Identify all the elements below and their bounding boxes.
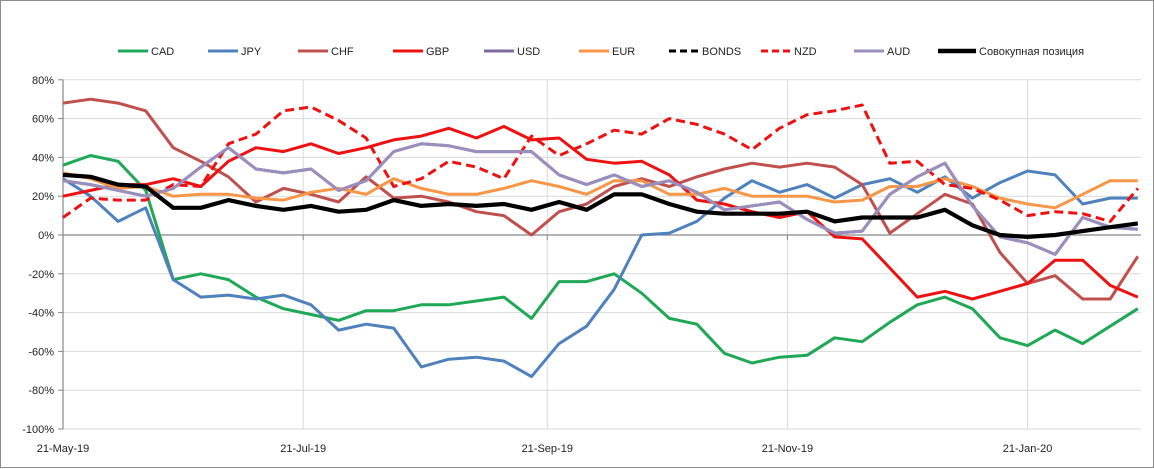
legend-item: NZD — [761, 46, 817, 58]
y-axis-tick-labels: 80% 60% 40% 20% 0% -20% -40% -60% -80% -100% — [22, 75, 54, 436]
series-line-gbp — [62, 124, 1139, 301]
legend-item: Совокупная позиция — [938, 46, 1084, 58]
y-tick-label: -80% — [28, 385, 54, 397]
y-tick-label: 80% — [32, 75, 54, 87]
x-tick-label: 21-Jul-19 — [280, 443, 326, 455]
y-tick-label: 60% — [32, 114, 54, 126]
axes — [58, 79, 1141, 430]
x-tick-label: 21-Jan-20 — [1003, 443, 1053, 455]
legend-item: CAD — [118, 46, 174, 58]
legend-label: AUD — [887, 46, 910, 58]
series-line-совокупная-позиция — [62, 172, 1139, 239]
y-tick-label: -60% — [28, 346, 54, 358]
x-axis-tick-labels: 21-May-19 21-Jul-19 21-Sep-19 21-Nov-19 21-J… — [37, 443, 1053, 455]
series-line-aud — [62, 142, 1138, 256]
series-line-chf — [62, 97, 1140, 301]
legend-item: JPY — [208, 46, 262, 58]
legend-label: CAD — [151, 46, 174, 58]
legend-item: AUD — [854, 46, 910, 58]
legend-label: Совокупная позиция — [979, 46, 1084, 58]
legend-label: JPY — [241, 46, 262, 58]
legend-item: USD — [484, 46, 540, 58]
legend-label: BONDS — [702, 46, 741, 58]
legend-item: CHF — [298, 46, 354, 58]
gridlines — [63, 79, 1141, 430]
legend-label: USD — [517, 46, 540, 58]
x-tick-label: 21-May-19 — [37, 443, 90, 455]
y-tick-label: -40% — [28, 308, 54, 320]
x-tick-label: 21-Nov-19 — [762, 443, 813, 455]
y-tick-label: 20% — [32, 191, 54, 203]
series-line-nzd — [62, 103, 1139, 223]
series-line-jpy — [62, 169, 1138, 379]
legend-label: NZD — [794, 46, 817, 58]
series-lines — [62, 97, 1140, 379]
legend-item: GBP — [393, 46, 449, 58]
legend-label: GBP — [426, 46, 449, 58]
legend-item: BONDS — [669, 46, 741, 58]
y-tick-label: -100% — [22, 424, 54, 436]
series-line-cad — [62, 154, 1139, 365]
y-tick-label: -20% — [28, 269, 54, 281]
legend-item: EUR — [579, 46, 635, 58]
legend: CAD JPY CHF GBP USD EUR BONDS NZD AUD Совокупная … — [118, 46, 1084, 58]
y-tick-label: 40% — [32, 152, 54, 164]
y-tick-label: 0% — [38, 230, 54, 242]
legend-label: EUR — [612, 46, 635, 58]
x-tick-label: 21-Sep-19 — [522, 443, 573, 455]
legend-label: CHF — [331, 46, 354, 58]
